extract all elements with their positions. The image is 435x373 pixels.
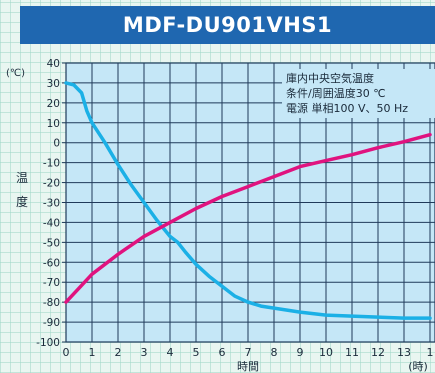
x-tick-label: 12 [371, 346, 385, 359]
y-axis-label: 度 [16, 194, 28, 209]
x-tick-label: 1 [89, 346, 96, 359]
y-tick-label: 30 [47, 78, 60, 90]
x-tick-label: 11 [345, 346, 359, 359]
y-tick-label: 40 [47, 58, 60, 70]
x-tick-label: 9 [297, 346, 304, 359]
y-tick-label: -100 [36, 337, 60, 349]
x-tick-label: 10 [319, 346, 333, 359]
y-tick-label: -70 [43, 277, 60, 289]
plot-frame [65, 62, 435, 343]
x-tick-label: 4 [167, 346, 174, 359]
annotation-line: 電源 単相100 V、50 Hz [286, 101, 408, 115]
y-tick-label: -30 [43, 198, 60, 210]
y-tick-label: 10 [47, 118, 60, 130]
y-tick-label: -40 [43, 217, 60, 229]
y-tick-label: -80 [43, 297, 60, 309]
x-tick-label: 7 [245, 346, 252, 359]
y-tick-label: 20 [47, 98, 60, 110]
y-tick-label: -50 [43, 237, 60, 249]
y-axis-unit: (℃) [6, 68, 25, 79]
annotation-box [282, 69, 435, 118]
y-tick-label: -90 [43, 317, 60, 329]
x-tick-label: 8 [271, 346, 278, 359]
x-tick-label: 5 [193, 346, 200, 359]
annotation-line: 庫内中央空気温度 [286, 71, 374, 85]
x-axis-unit: (時) [408, 360, 428, 373]
x-tick-label: 0 [63, 346, 70, 359]
y-tick-label: -20 [43, 178, 60, 190]
y-axis-label: 温 [16, 171, 28, 185]
x-tick-label: 6 [219, 346, 226, 359]
x-tick-label: 1 [427, 346, 434, 359]
annotation-line: 条件/周囲温度30 ℃ [286, 86, 386, 100]
x-axis-label: 時間 [237, 360, 259, 373]
x-tick-label: 2 [115, 346, 122, 359]
series-line-2 [64, 132, 432, 304]
y-tick-label: 0 [53, 138, 60, 150]
chart-title: MDF-DU901VHS1 [20, 6, 435, 44]
y-tick-label: -60 [43, 257, 60, 269]
x-tick-label: 3 [141, 346, 148, 359]
series-line-1 [64, 81, 432, 320]
y-tick-label: -10 [43, 158, 60, 170]
x-tick-label: 13 [397, 346, 411, 359]
